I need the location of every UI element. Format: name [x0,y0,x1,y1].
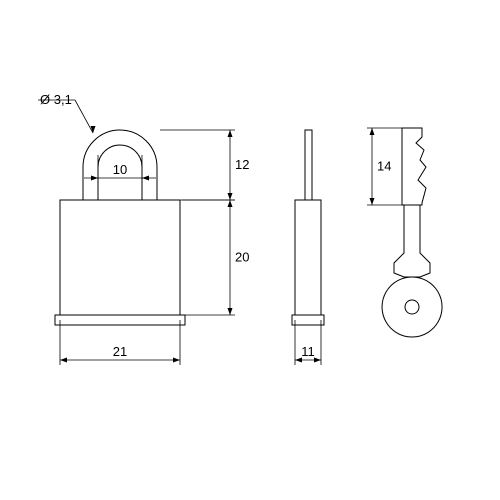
svg-text:14: 14 [377,159,391,174]
padlock-body [60,200,180,315]
svg-text:11: 11 [301,344,315,359]
svg-text:Ø 3,1: Ø 3,1 [40,92,72,107]
key-hole [405,300,419,314]
padlock-side-lip [292,315,324,325]
svg-text:21: 21 [113,344,127,359]
svg-text:20: 20 [235,250,249,265]
padlock-side-shackle [305,130,312,200]
svg-text:12: 12 [235,157,249,172]
svg-text:10: 10 [113,162,127,177]
padlock-side-body [295,200,321,315]
padlock-base-lip [55,315,185,325]
